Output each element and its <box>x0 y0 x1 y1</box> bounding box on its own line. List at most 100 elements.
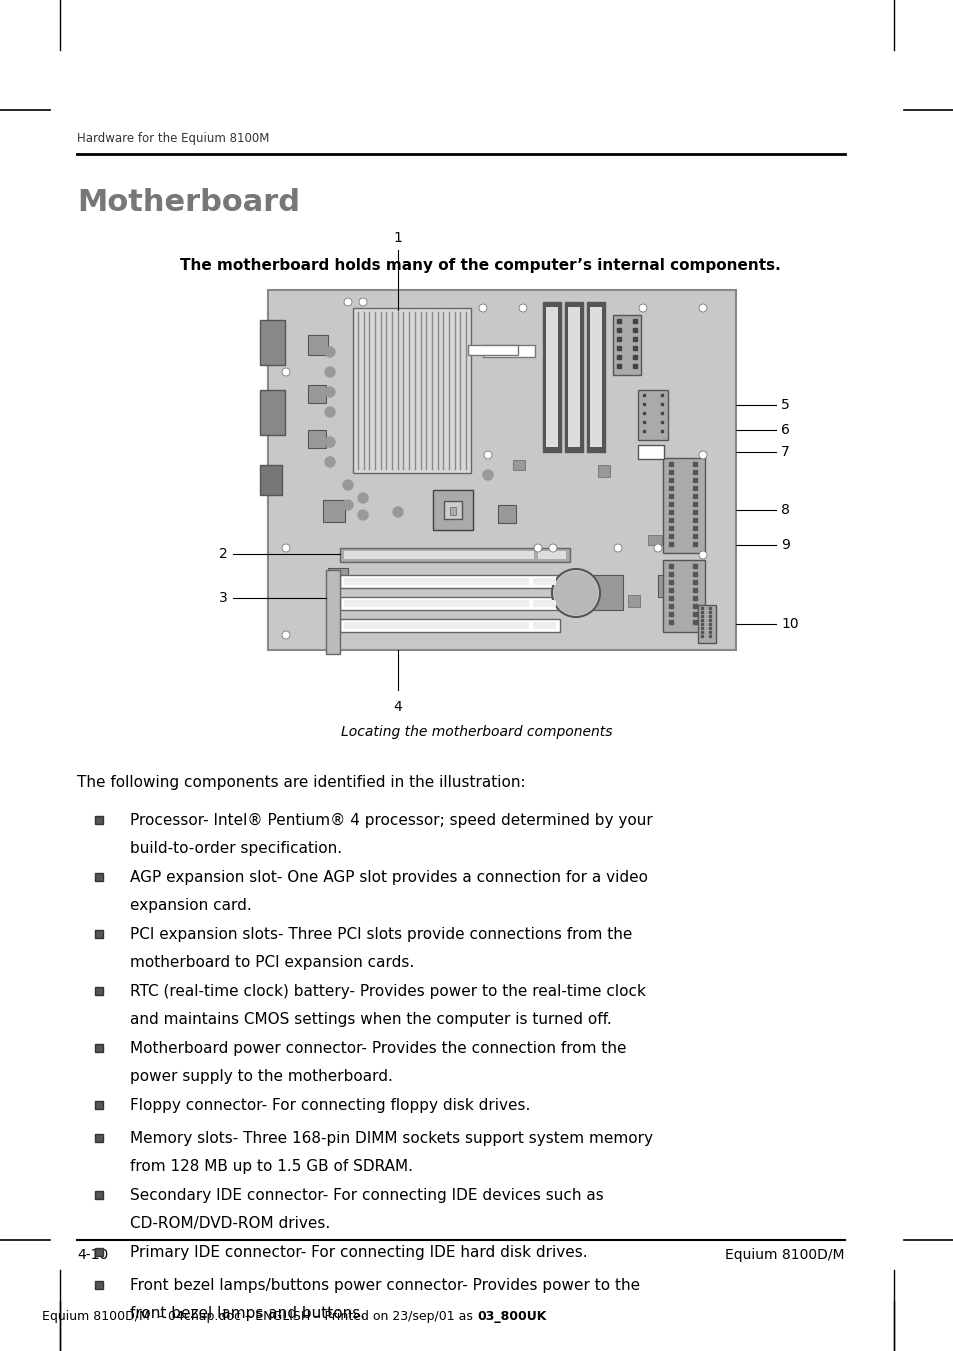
Text: front bezel lamps and buttons.: front bezel lamps and buttons. <box>130 1306 365 1321</box>
Bar <box>443 501 461 519</box>
Text: Motherboard power connector- Provides the connection from the: Motherboard power connector- Provides th… <box>130 1042 626 1056</box>
Bar <box>95 1248 103 1256</box>
Bar <box>95 1133 103 1142</box>
Bar <box>638 390 667 440</box>
Bar <box>537 551 565 559</box>
Circle shape <box>282 631 290 639</box>
Bar <box>482 345 535 357</box>
Bar <box>533 621 556 630</box>
Text: 7: 7 <box>781 444 789 459</box>
Text: PCI expansion slots- Three PCI slots provide connections from the: PCI expansion slots- Three PCI slots pro… <box>130 927 632 942</box>
Bar <box>95 988 103 994</box>
Circle shape <box>518 304 526 312</box>
Bar <box>564 303 582 453</box>
Bar <box>344 600 529 607</box>
Bar <box>344 551 534 559</box>
Bar <box>95 1192 103 1198</box>
Text: RTC (real-time clock) battery- Provides power to the real-time clock: RTC (real-time clock) battery- Provides … <box>130 984 645 998</box>
Circle shape <box>554 571 598 615</box>
Text: Locating the motherboard components: Locating the motherboard components <box>341 725 612 739</box>
Bar <box>586 303 604 453</box>
Circle shape <box>639 304 646 312</box>
Bar <box>339 619 559 632</box>
Circle shape <box>548 544 557 553</box>
Text: power supply to the motherboard.: power supply to the motherboard. <box>130 1069 393 1084</box>
Text: 4: 4 <box>394 700 402 713</box>
Bar <box>344 621 529 630</box>
Text: Equium 8100D/M: Equium 8100D/M <box>724 1248 844 1262</box>
Bar <box>698 605 716 643</box>
Circle shape <box>325 347 335 357</box>
Bar <box>613 315 640 376</box>
Text: motherboard to PCI expansion cards.: motherboard to PCI expansion cards. <box>130 955 414 970</box>
Bar <box>533 600 556 607</box>
Circle shape <box>534 544 541 553</box>
Bar <box>513 459 524 470</box>
Text: expansion card.: expansion card. <box>130 898 252 913</box>
Bar <box>308 385 326 403</box>
Text: from 128 MB up to 1.5 GB of SDRAM.: from 128 MB up to 1.5 GB of SDRAM. <box>130 1159 413 1174</box>
Circle shape <box>344 299 352 305</box>
Bar <box>339 549 569 562</box>
Text: 4-10: 4-10 <box>77 1248 108 1262</box>
Text: CD-ROM/DVD-ROM drives.: CD-ROM/DVD-ROM drives. <box>130 1216 330 1231</box>
Bar <box>658 576 679 597</box>
Bar <box>533 578 556 585</box>
Bar <box>567 307 579 447</box>
Bar <box>260 320 285 365</box>
Bar <box>647 535 661 544</box>
Text: 8: 8 <box>781 503 789 517</box>
Circle shape <box>325 386 335 397</box>
Circle shape <box>393 507 402 517</box>
Bar <box>589 307 601 447</box>
Bar <box>344 578 529 585</box>
Bar <box>260 465 282 494</box>
Bar <box>627 594 639 607</box>
Bar <box>326 570 339 654</box>
Bar <box>450 507 456 515</box>
Bar <box>308 335 328 355</box>
Text: 03_800UK: 03_800UK <box>476 1310 546 1323</box>
Bar <box>95 1044 103 1052</box>
Text: 3: 3 <box>219 590 228 605</box>
Bar <box>328 567 348 588</box>
Text: 5: 5 <box>781 399 789 412</box>
Circle shape <box>699 304 706 312</box>
Text: Front bezel lamps/buttons power connector- Provides power to the: Front bezel lamps/buttons power connecto… <box>130 1278 639 1293</box>
Circle shape <box>343 500 353 509</box>
Circle shape <box>282 367 290 376</box>
Circle shape <box>325 407 335 417</box>
Text: Primary IDE connector- For connecting IDE hard disk drives.: Primary IDE connector- For connecting ID… <box>130 1246 587 1260</box>
Text: AGP expansion slot- One AGP slot provides a connection for a video: AGP expansion slot- One AGP slot provide… <box>130 870 647 885</box>
Circle shape <box>325 457 335 467</box>
Bar <box>95 816 103 824</box>
Bar <box>323 500 345 521</box>
Text: Secondary IDE connector- For connecting IDE devices such as: Secondary IDE connector- For connecting … <box>130 1188 603 1202</box>
Circle shape <box>343 480 353 490</box>
Bar <box>268 290 735 650</box>
Bar <box>433 490 473 530</box>
Circle shape <box>552 569 599 617</box>
Bar <box>497 505 516 523</box>
Circle shape <box>614 544 621 553</box>
Text: 9: 9 <box>781 538 789 553</box>
Text: Memory slots- Three 168-pin DIMM sockets support system memory: Memory slots- Three 168-pin DIMM sockets… <box>130 1131 652 1146</box>
Bar <box>433 490 473 530</box>
Text: Equium 8100D/M  – 04chap.doc – ENGLISH – Printed on 23/sep/01 as: Equium 8100D/M – 04chap.doc – ENGLISH – … <box>42 1310 477 1323</box>
Bar <box>95 1281 103 1289</box>
Text: 2: 2 <box>219 547 228 561</box>
Text: The following components are identified in the illustration:: The following components are identified … <box>77 775 525 790</box>
Bar <box>353 308 471 473</box>
Bar <box>95 873 103 881</box>
Text: 6: 6 <box>781 423 789 436</box>
Bar <box>308 430 326 449</box>
Circle shape <box>357 493 368 503</box>
Text: Motherboard: Motherboard <box>77 188 299 218</box>
Bar <box>545 307 558 447</box>
Bar <box>578 576 622 611</box>
Text: 10: 10 <box>781 617 798 631</box>
Bar <box>339 597 559 611</box>
Bar <box>95 929 103 938</box>
Bar <box>598 465 609 477</box>
Circle shape <box>357 509 368 520</box>
